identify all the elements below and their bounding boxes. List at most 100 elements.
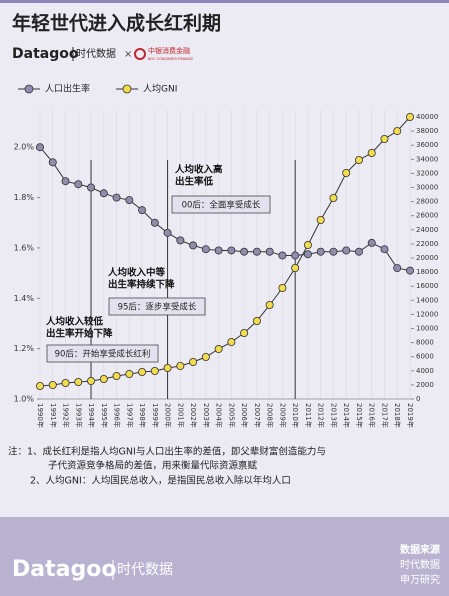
legend-label: 人均GNI [143,83,177,95]
x-tick-label: 2018年 [393,403,402,428]
y2-tick-label: 16000 [416,282,438,290]
point [278,283,287,292]
point [112,193,121,202]
x-tick-label: 1992年 [62,403,71,428]
title: 年轻世代进入成长红利期 [12,12,221,35]
x-tick-label: 1991年 [49,403,58,428]
point [367,238,376,247]
point [189,358,198,367]
point [380,135,389,144]
y-tick-label: 1.6% [14,243,35,252]
y2-tick-label: 30000 [416,184,438,192]
x-tick-label: 1994年 [87,403,96,428]
footer-brand: Datagoo [12,557,116,582]
y2-tick-label: 14000 [416,296,438,304]
y2-tick-label: 32000 [416,169,438,177]
y-tick-label: 1.8% [14,193,35,202]
x-tick-label: 2014年 [342,403,351,428]
point [74,378,83,387]
point [214,345,223,354]
point [36,381,45,390]
y2-tick-label: 22000 [416,240,438,248]
annotation-box [46,344,159,363]
y-tick-label: 1.0% [14,395,35,404]
x-tick-label: 2012年 [317,403,326,428]
y2-tick-label: 40000 [416,113,438,121]
point [163,228,172,237]
y2-tick-label: 12000 [416,310,438,318]
y2-tick-label: 6000 [416,353,434,361]
point [367,148,376,157]
annotation-title: 人均收入高 [175,164,223,176]
x-tick-label: 2000年 [164,403,173,428]
x-tick-label: 1996年 [113,403,122,428]
point [36,143,45,152]
point [201,353,210,362]
point [74,180,83,189]
point [112,372,121,381]
y2-tick-label: 38000 [416,127,438,135]
x-tick-label: 2016年 [368,403,377,428]
y2-tick-label: 2000 [416,381,434,389]
x-tick-label: 1995年 [100,403,109,428]
y2-tick-label: 8000 [416,339,434,347]
x-tick-label: 1997年 [125,403,134,428]
y-tick-label: 2.0% [14,143,35,152]
x-tick-label: 2002年 [189,403,198,428]
point [380,245,389,254]
point [265,301,274,310]
point [329,193,338,202]
point [99,189,108,198]
annotation-box-label: 90后：开始享受成长红利 [55,349,151,360]
x-tick-label: 2001年 [176,403,185,428]
point [125,370,134,379]
point [150,218,159,227]
x-tick-label: 1990年 [36,403,45,428]
x-tick-label: 2007年 [253,403,262,428]
point [99,374,108,383]
partner-en: BOC CONSUMER FINANCE [148,57,193,61]
point [240,247,249,256]
point [291,263,300,272]
x-tick-label: 2004年 [215,403,224,428]
y2-tick-label: 24000 [416,226,438,234]
point [393,127,402,136]
point [303,240,312,249]
annotation-title: 出生率持续下降 [108,279,175,291]
brand-cn: 时代数据 [76,47,116,60]
point [48,380,57,389]
annotation-title: 人均收入较低 [46,316,104,328]
x-tick-label: 2013年 [329,403,338,428]
point [342,168,351,177]
annotation-title: 人均收入中等 [108,267,166,279]
point [291,251,300,260]
point [405,266,414,275]
point [87,183,96,192]
point [176,236,185,245]
y2-tick-label: 0 [416,395,420,403]
x-tick-label: 2009年 [278,403,287,428]
annotation-box [171,195,271,214]
point [201,245,210,254]
point [342,246,351,255]
x-tick-label: 1999年 [151,403,160,428]
legend-marker [122,84,132,94]
annotation-box-label: 00后：全面享受成长 [182,200,261,211]
annotation-box-label: 95后：逐步享受成长 [118,302,197,313]
point [265,247,274,256]
x-tick-label: 2003年 [202,403,211,428]
legend-marker [24,84,34,94]
point [189,241,198,250]
partner: 中银消费金融 [148,46,190,55]
point [252,316,261,325]
note: 注：1、成长红利是指人均GNI与人口出生率的差值，即父辈财富创造能力与 [8,446,326,458]
point [316,247,325,256]
point [163,364,172,373]
point [278,251,287,260]
legend-label: 人口出生率 [45,83,90,95]
note: 2、人均GNI：人均国民总收入，是指国民总收入除以年均人口 [30,475,291,487]
y2-tick-label: 18000 [416,268,438,276]
point [61,177,70,186]
y-tick-label: 1.4% [14,294,35,303]
